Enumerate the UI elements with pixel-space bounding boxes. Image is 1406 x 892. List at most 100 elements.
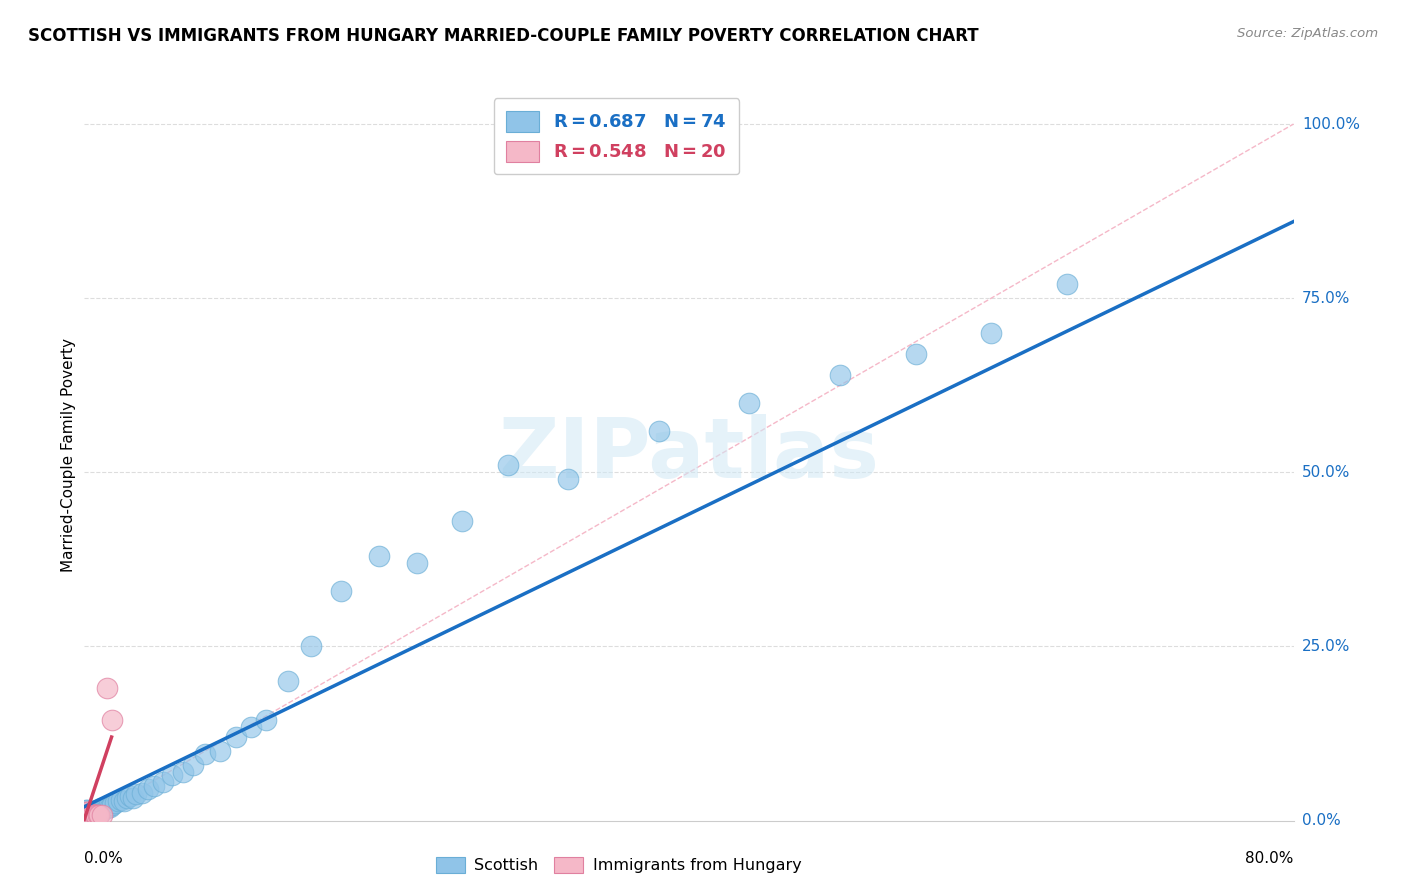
Point <box>80 805 103 820</box>
Point <box>90 805 112 820</box>
Point <box>96 681 118 696</box>
Point <box>136 782 159 797</box>
Point <box>194 747 217 762</box>
Point <box>80 808 103 822</box>
Point <box>738 395 761 409</box>
Point <box>86 808 108 822</box>
Point <box>76 808 98 822</box>
Point <box>76 805 98 820</box>
Text: 80.0%: 80.0% <box>1246 851 1294 866</box>
Text: 50.0%: 50.0% <box>1302 465 1350 480</box>
Point <box>86 805 108 820</box>
Point <box>82 805 104 820</box>
Point <box>115 791 138 805</box>
Point <box>79 806 101 821</box>
Point <box>104 796 127 810</box>
Point <box>277 674 299 689</box>
Point <box>91 808 114 822</box>
Point <box>79 809 101 823</box>
Point <box>100 713 122 727</box>
Point <box>98 799 121 814</box>
Point <box>80 806 103 821</box>
Point <box>239 720 262 734</box>
Point <box>451 514 474 528</box>
Legend: Scottish, Immigrants from Hungary: Scottish, Immigrants from Hungary <box>429 850 808 880</box>
Point <box>75 808 97 822</box>
Point <box>118 789 141 804</box>
Point <box>79 808 101 822</box>
Point <box>76 805 98 820</box>
Point <box>152 775 174 789</box>
Point <box>79 806 101 821</box>
Point <box>980 326 1002 340</box>
Point <box>142 779 165 793</box>
Point <box>830 368 852 382</box>
Point <box>87 808 110 822</box>
Point <box>160 768 183 782</box>
Point <box>79 805 101 820</box>
Point <box>82 808 104 822</box>
Point <box>330 583 353 598</box>
Point <box>368 549 391 563</box>
Point <box>82 808 104 822</box>
Point <box>77 808 100 822</box>
Point <box>904 347 927 361</box>
Point <box>86 808 108 822</box>
Point <box>94 799 117 814</box>
Point <box>75 805 97 820</box>
Point <box>75 803 97 817</box>
Point <box>254 713 277 727</box>
Point <box>91 803 114 817</box>
Legend: $\bf{R = 0.687}$   $\bf{N = 74}$, $\bf{R = 0.548}$   $\bf{N = 20}$: $\bf{R = 0.687}$ $\bf{N = 74}$, $\bf{R =… <box>494 98 740 174</box>
Y-axis label: Married-Couple Family Poverty: Married-Couple Family Poverty <box>60 338 76 572</box>
Point <box>80 806 103 821</box>
Point <box>93 801 115 815</box>
Point <box>84 805 107 820</box>
Point <box>406 556 429 570</box>
Point <box>77 808 100 822</box>
Text: Source: ZipAtlas.com: Source: ZipAtlas.com <box>1237 27 1378 40</box>
Text: 0.0%: 0.0% <box>84 851 124 866</box>
Point <box>84 808 107 822</box>
Point <box>84 808 107 822</box>
Point <box>209 744 232 758</box>
Point <box>96 801 118 815</box>
Text: SCOTTISH VS IMMIGRANTS FROM HUNGARY MARRIED-COUPLE FAMILY POVERTY CORRELATION CH: SCOTTISH VS IMMIGRANTS FROM HUNGARY MARR… <box>28 27 979 45</box>
Point <box>89 806 111 821</box>
Point <box>76 806 98 821</box>
Point <box>172 764 194 779</box>
Point <box>77 809 100 823</box>
Point <box>131 786 153 800</box>
Point <box>76 808 98 822</box>
Point <box>225 730 247 744</box>
Point <box>299 640 322 654</box>
Text: ZIPatlas: ZIPatlas <box>499 415 879 495</box>
Point <box>100 798 122 813</box>
Point <box>87 803 110 817</box>
Point <box>76 806 98 821</box>
Point <box>90 801 112 815</box>
Point <box>110 793 132 807</box>
Point <box>181 758 204 772</box>
Text: 100.0%: 100.0% <box>1302 117 1360 131</box>
Point <box>77 805 100 820</box>
Point <box>97 798 120 813</box>
Point <box>647 424 671 438</box>
Point <box>121 791 143 805</box>
Point <box>82 806 104 821</box>
Point <box>112 794 135 808</box>
Point <box>89 808 111 822</box>
Point <box>86 803 108 817</box>
Point <box>77 806 100 821</box>
Point <box>75 808 97 822</box>
Text: 25.0%: 25.0% <box>1302 639 1350 654</box>
Point <box>107 794 129 808</box>
Point <box>1056 277 1078 292</box>
Point <box>79 808 101 822</box>
Point <box>84 806 107 821</box>
Point <box>80 808 103 822</box>
Point <box>75 806 97 821</box>
Point <box>125 787 148 801</box>
Point <box>75 806 97 821</box>
Point <box>557 472 579 486</box>
